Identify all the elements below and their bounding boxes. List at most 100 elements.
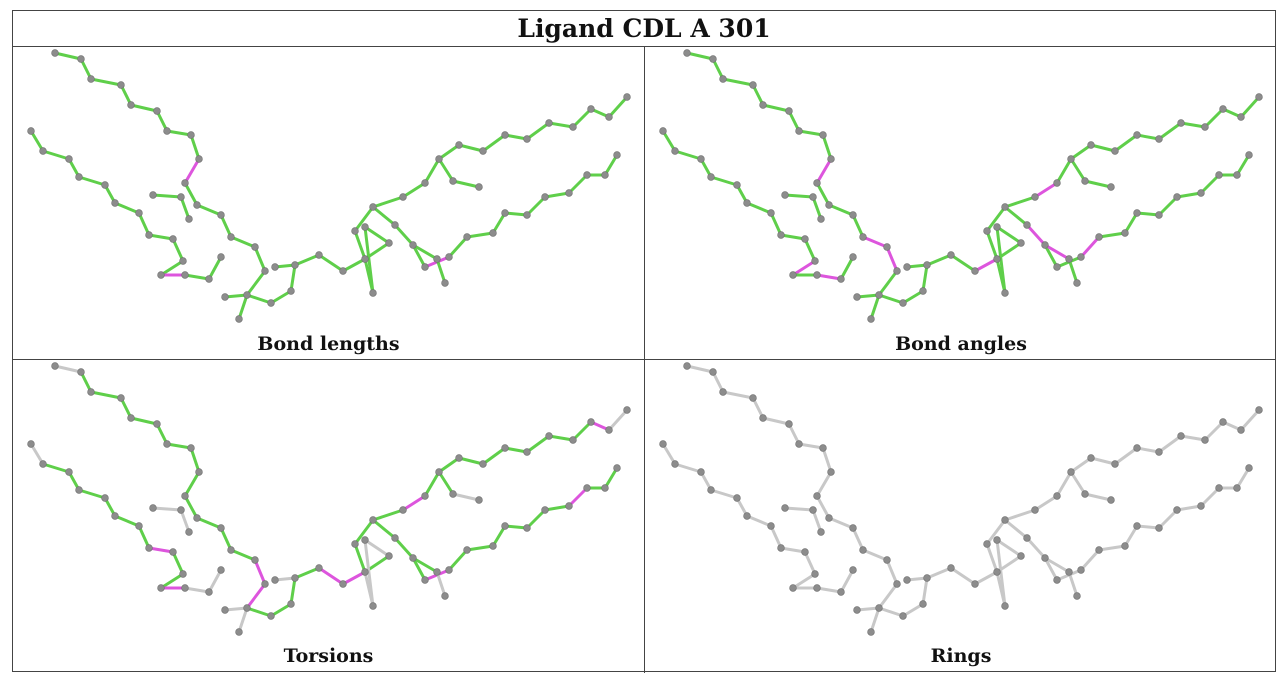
- bond: [183, 181, 199, 207]
- bond: [171, 550, 185, 576]
- atom: [475, 183, 483, 191]
- bond-untested: [151, 506, 183, 512]
- bond-untested: [1157, 434, 1183, 454]
- atom: [27, 127, 35, 135]
- bond-untested: [877, 606, 905, 618]
- bond: [995, 257, 1007, 295]
- figure-title: Ligand CDL A 301: [13, 11, 1275, 47]
- bond: [1043, 243, 1059, 269]
- bond: [129, 103, 159, 113]
- atom: [1023, 221, 1031, 229]
- bond-untested: [1097, 544, 1127, 552]
- atom: [719, 388, 727, 396]
- atom: [1001, 203, 1009, 211]
- atom: [205, 275, 213, 283]
- bond: [1083, 179, 1113, 189]
- atom: [1133, 209, 1141, 217]
- atom: [145, 544, 153, 552]
- atom: [947, 251, 955, 259]
- atom: [1067, 155, 1075, 163]
- bond-untested: [1067, 570, 1079, 598]
- molecule-bond-angles: [659, 49, 1263, 323]
- atom: [75, 486, 83, 494]
- atom: [993, 536, 1001, 544]
- atom: [243, 291, 251, 299]
- bond-untested: [721, 390, 755, 400]
- bond-untested: [949, 566, 977, 586]
- bond: [293, 253, 321, 267]
- bond-untested: [183, 586, 211, 594]
- bond: [113, 201, 141, 215]
- atom: [445, 253, 453, 261]
- bond-untested: [1175, 504, 1203, 512]
- bond: [411, 556, 427, 582]
- bond-outlier: [147, 546, 175, 554]
- atom: [853, 293, 861, 301]
- atom: [583, 171, 591, 179]
- bond: [921, 263, 929, 293]
- atom: [117, 81, 125, 89]
- atom: [709, 368, 717, 376]
- atom: [801, 548, 809, 556]
- atom: [523, 524, 531, 532]
- atom: [435, 155, 443, 163]
- bond-untested: [745, 514, 773, 528]
- bond: [363, 225, 391, 245]
- atom: [351, 540, 359, 548]
- bond: [761, 103, 791, 113]
- bond: [465, 544, 495, 552]
- bond: [1113, 133, 1139, 153]
- bond-untested: [207, 568, 223, 594]
- atom: [163, 440, 171, 448]
- bond: [171, 237, 185, 263]
- bond-untested: [1203, 420, 1225, 442]
- atom: [923, 574, 931, 582]
- atom: [1041, 554, 1049, 562]
- atom: [919, 600, 927, 608]
- atom: [1107, 183, 1115, 191]
- atom: [795, 440, 803, 448]
- bond-untested: [751, 396, 765, 420]
- bond: [1069, 157, 1087, 183]
- atom: [1067, 468, 1075, 476]
- molecule-bond-lengths: [27, 49, 631, 323]
- atom: [195, 468, 203, 476]
- atom: [613, 151, 621, 159]
- atom: [1001, 289, 1009, 297]
- atom: [117, 394, 125, 402]
- atom: [181, 584, 189, 592]
- bond-untested: [673, 462, 703, 474]
- atom: [1053, 576, 1061, 584]
- bond: [253, 245, 267, 273]
- bond-untested: [811, 508, 823, 534]
- atom: [339, 267, 347, 275]
- bond: [1179, 121, 1207, 129]
- bond: [543, 191, 571, 199]
- atom: [1215, 484, 1223, 492]
- bond: [1089, 143, 1117, 153]
- bond-untested: [925, 566, 953, 580]
- bond-untested: [1003, 518, 1029, 540]
- bond: [1235, 153, 1251, 177]
- atom: [271, 263, 279, 271]
- atom: [127, 414, 135, 422]
- bond: [1157, 121, 1183, 141]
- bond-untested: [1235, 466, 1251, 490]
- bond: [155, 109, 169, 133]
- atom: [859, 546, 867, 554]
- atom: [1081, 490, 1089, 498]
- bond: [437, 470, 455, 496]
- atom: [385, 552, 393, 560]
- bond: [195, 203, 223, 217]
- atom: [1233, 484, 1241, 492]
- atom: [135, 209, 143, 217]
- bond: [571, 420, 593, 442]
- bond: [503, 446, 529, 454]
- atom: [1077, 566, 1085, 574]
- bond: [411, 243, 427, 269]
- atom: [983, 540, 991, 548]
- bond: [925, 253, 953, 267]
- atom: [1201, 436, 1209, 444]
- bond-outlier: [1025, 223, 1047, 247]
- atom: [287, 287, 295, 295]
